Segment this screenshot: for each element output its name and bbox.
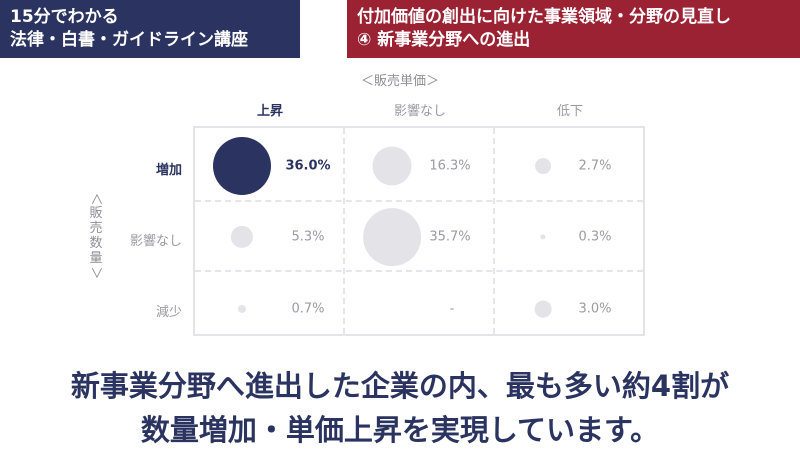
- bubble-no-effect-rise: [230, 225, 254, 249]
- percent-no-effect-decline: 0.3%: [578, 229, 612, 245]
- grid-divider: [343, 128, 345, 334]
- series-title-line2: 法律・白書・ガイドライン講座: [10, 30, 248, 50]
- column-header-rise: 上昇: [256, 104, 283, 119]
- grid-divider: [195, 270, 643, 272]
- price-axis-label: ＜販売単価＞: [360, 74, 439, 89]
- bubble-increase-decline: [535, 158, 551, 174]
- volume-axis-char: 量: [89, 251, 103, 266]
- matrix-grid: [193, 126, 645, 336]
- percent-decrease-no-effect: -: [449, 301, 455, 317]
- percent-increase-no-effect: 16.3%: [429, 158, 471, 174]
- topic-title-line2: ④ 新事業分野への進出: [357, 30, 531, 50]
- row-header-decrease: 減少: [155, 305, 182, 320]
- bubble-no-effect-no-effect: [363, 208, 421, 266]
- volume-axis-open-bracket: ＜: [88, 192, 103, 206]
- percent-decrease-rise: 0.7%: [291, 301, 325, 317]
- percent-no-effect-rise: 5.3%: [291, 229, 325, 245]
- topic-banner: 付加価値の創出に向けた事業領域・分野の見直し ④ 新事業分野への進出: [347, 0, 800, 58]
- volume-axis-close-bracket: ＞: [88, 266, 103, 280]
- conclusion-line-1: 新事業分野へ進出した企業の内、最も多い約4割が: [70, 369, 730, 403]
- percent-increase-rise: 36.0%: [285, 158, 331, 174]
- volume-axis-label: ＜ 販 売 数 量 ＞: [86, 192, 106, 280]
- bubble-decrease-rise: [237, 304, 247, 314]
- bubble-no-effect-decline: [540, 234, 546, 240]
- bubble-decrease-decline: [534, 300, 552, 318]
- row-header-increase: 増加: [155, 163, 182, 178]
- grid-divider: [195, 200, 643, 202]
- column-header-decline: 低下: [556, 104, 583, 119]
- column-header-no-effect: 影響なし: [393, 104, 446, 119]
- bubble-increase-no-effect: [372, 146, 412, 186]
- bubble-increase-rise: [213, 137, 271, 195]
- row-header-no-effect: 影響なし: [129, 234, 182, 249]
- grid-divider: [493, 128, 495, 334]
- volume-axis-char: 販: [89, 206, 103, 221]
- conclusion-line-2: 数量増加・単価上昇を実現しています。: [140, 413, 660, 447]
- percent-decrease-decline: 3.0%: [578, 301, 612, 317]
- series-title-line1: 15分でわかる: [10, 7, 119, 27]
- percent-no-effect-no-effect: 35.7%: [429, 229, 471, 245]
- volume-axis-char: 売: [89, 221, 103, 236]
- volume-axis-char: 数: [89, 236, 103, 251]
- topic-title-line1: 付加価値の創出に向けた事業領域・分野の見直し: [357, 7, 731, 27]
- series-banner: 15分でわかる 法律・白書・ガイドライン講座: [0, 0, 300, 58]
- percent-increase-decline: 2.7%: [578, 158, 612, 174]
